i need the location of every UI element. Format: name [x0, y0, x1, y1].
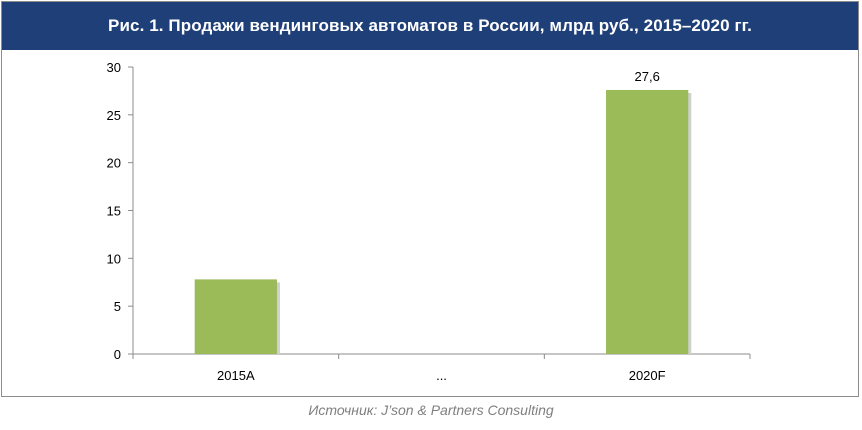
y-tick-label: 30	[107, 60, 121, 75]
chart-title: Рис. 1. Продажи вендинговых автоматов в …	[2, 2, 858, 50]
y-tick-label: 15	[107, 204, 121, 219]
y-tick-label: 5	[114, 299, 121, 314]
x-tick-label: ...	[436, 368, 447, 383]
y-tick-label: 20	[107, 156, 121, 171]
bar-2015A	[194, 279, 277, 354]
bar-chart: 0 5 10 15 20 25 30 2015A ... 27,6 2020F	[107, 60, 751, 383]
chart-figure: Рис. 1. Продажи вендинговых автоматов в …	[1, 1, 859, 397]
bar-2020F	[606, 89, 689, 355]
x-tick-label: 2020F	[629, 368, 666, 383]
y-tick-label: 0	[114, 347, 121, 362]
source-note: Источник: J’son & Partners Consulting	[308, 402, 554, 418]
data-label: 27,6	[635, 69, 660, 84]
x-tick-label: 2015A	[217, 368, 255, 383]
y-tick-label: 25	[107, 108, 121, 123]
y-tick-label: 10	[107, 251, 121, 266]
